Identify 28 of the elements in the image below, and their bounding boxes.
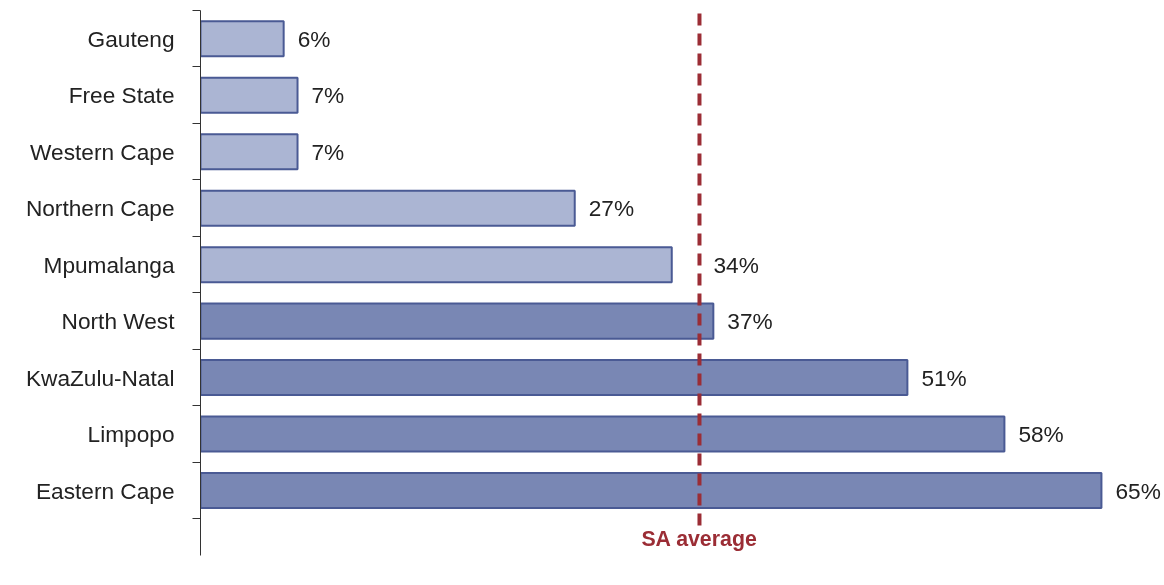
data-label: 34% <box>713 251 759 278</box>
bar <box>200 359 909 397</box>
data-label: 7% <box>311 138 345 165</box>
y-tick-label: Limpopo <box>87 421 175 448</box>
data-label: 7% <box>311 82 345 109</box>
y-tick-label: Mpumalanga <box>43 251 175 278</box>
y-tick-label: Northern Cape <box>25 195 175 222</box>
data-label: 65% <box>1115 477 1161 504</box>
bar <box>200 302 715 340</box>
y-tick-label: Eastern Cape <box>35 477 175 504</box>
y-tick-label: Free State <box>68 82 175 109</box>
data-label: 6% <box>297 25 331 52</box>
bar <box>200 415 1006 453</box>
ref-line-label: SA average <box>641 526 757 551</box>
data-label: 58% <box>1018 421 1064 448</box>
data-label: 37% <box>727 308 773 335</box>
bar <box>200 472 1103 510</box>
y-tick-label: KwaZulu-Natal <box>25 364 175 391</box>
bar <box>200 189 576 227</box>
bar <box>200 133 299 171</box>
bar <box>200 20 285 58</box>
data-label: 51% <box>921 364 967 391</box>
bar <box>200 246 673 284</box>
y-tick-label: Gauteng <box>87 25 175 52</box>
bar <box>200 76 299 114</box>
data-label: 27% <box>588 195 635 222</box>
y-tick-label: Western Cape <box>30 138 175 165</box>
y-tick-label: North West <box>61 308 176 335</box>
